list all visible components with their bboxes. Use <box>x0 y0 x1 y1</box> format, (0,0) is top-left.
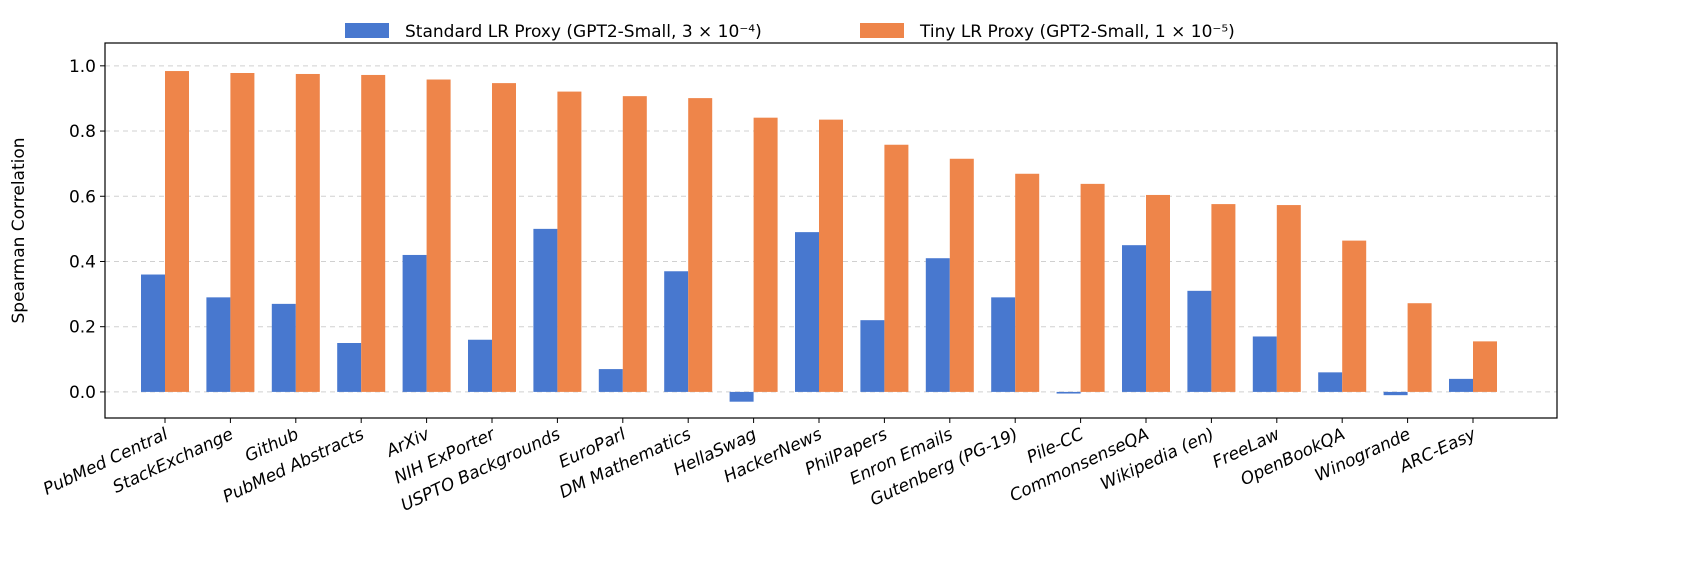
bar-standard <box>1056 391 1081 394</box>
bar-standard <box>1187 290 1212 392</box>
bar-standard <box>271 303 296 392</box>
bar-tiny <box>622 96 647 392</box>
bar-tiny <box>1211 204 1236 392</box>
bar-tiny <box>165 71 189 392</box>
bar-tiny <box>1473 341 1497 392</box>
y-tick-label: 0.8 <box>69 122 96 142</box>
bar-tiny <box>361 74 386 392</box>
bar-standard <box>141 274 165 392</box>
bar-standard <box>860 320 885 392</box>
y-axis-label: Spearman Correlation <box>9 137 29 323</box>
bar-tiny <box>688 98 713 392</box>
y-tick-label: 0.6 <box>69 187 96 207</box>
y-tick-label: 1.0 <box>69 57 96 77</box>
legend-swatch <box>860 23 904 38</box>
bar-tiny <box>1276 205 1301 392</box>
y-tick-label: 0.4 <box>69 252 96 272</box>
bar-standard <box>337 343 362 392</box>
bar-tiny <box>753 117 778 392</box>
bar-tiny <box>230 73 255 392</box>
bar-standard <box>402 254 427 392</box>
bar-tiny <box>295 73 320 392</box>
bar-standard <box>1122 245 1146 392</box>
plot-frame <box>104 42 1558 419</box>
bar-tiny <box>1342 240 1367 392</box>
bar-tiny <box>1407 303 1432 392</box>
bar-standard <box>468 339 492 392</box>
bar-tiny <box>492 83 516 392</box>
bar-tiny <box>1080 183 1105 392</box>
bar-standard <box>206 297 231 392</box>
bar-standard <box>925 258 950 392</box>
bar-tiny <box>819 119 843 392</box>
legend-label: Tiny LR Proxy (GPT2-Small, 1 × 10⁻⁵) <box>919 22 1235 42</box>
bar-standard <box>795 232 819 392</box>
bar-tiny <box>426 79 451 392</box>
bar-tiny <box>1146 194 1170 392</box>
bar-standard <box>1318 372 1343 392</box>
legend-swatch <box>345 23 389 38</box>
bar-standard <box>598 369 623 392</box>
bar-tiny <box>1015 173 1040 392</box>
bar-standard <box>533 228 558 392</box>
bar-standard <box>664 271 689 392</box>
y-tick-label: 0.0 <box>69 383 96 403</box>
bar-tiny <box>884 144 909 392</box>
bar-standard <box>729 391 754 402</box>
y-tick-label: 0.2 <box>69 318 96 338</box>
bar-tiny <box>949 158 974 392</box>
legend-label: Standard LR Proxy (GPT2-Small, 3 × 10⁻⁴) <box>405 22 762 42</box>
bar-tiny <box>557 91 582 392</box>
bar-standard <box>1449 378 1473 392</box>
bar-standard <box>1383 391 1408 396</box>
bar-standard <box>1252 336 1277 392</box>
bar-standard <box>991 297 1016 392</box>
